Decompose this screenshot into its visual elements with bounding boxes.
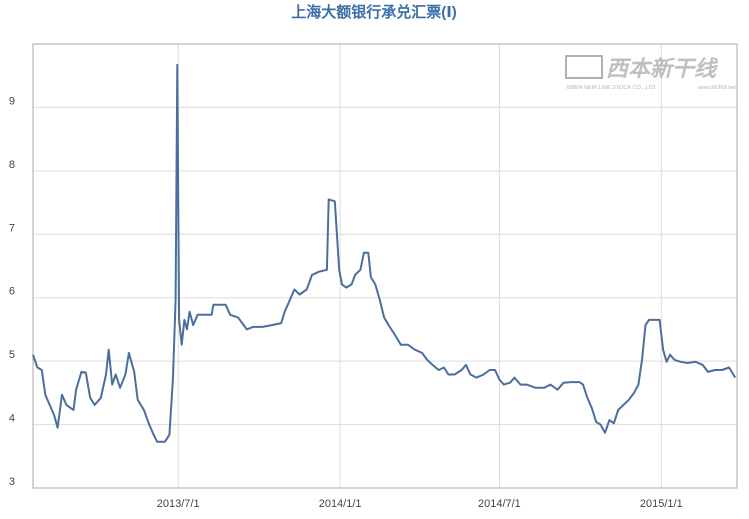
y-tick-label: 9 bbox=[9, 95, 15, 107]
plot-frame bbox=[32, 43, 738, 489]
watermark: 西本新干线 XIBEN NEW LINE STOCK CO., LTD. www… bbox=[565, 55, 736, 91]
watermark-url: www.96369.net bbox=[698, 85, 736, 91]
x-tick-label: 2013/7/1 bbox=[157, 498, 200, 510]
y-tick-label: 5 bbox=[9, 349, 15, 361]
x-tick-label: 2015/1/1 bbox=[640, 498, 683, 510]
x-tick-label: 2014/7/1 bbox=[478, 498, 521, 510]
watermark-company: XIBEN NEW LINE STOCK CO., LTD. bbox=[565, 85, 657, 91]
y-tick-label: 6 bbox=[9, 286, 15, 298]
y-tick-label: 3 bbox=[9, 476, 15, 488]
watermark-brand: 西本新干线 bbox=[606, 56, 719, 81]
x-tick-label: 2014/1/1 bbox=[319, 498, 362, 510]
watermark-logo bbox=[565, 55, 603, 79]
y-tick-label: 8 bbox=[9, 159, 15, 171]
y-tick-label: 4 bbox=[9, 413, 15, 425]
y-tick-label: 7 bbox=[9, 222, 15, 234]
series-line bbox=[32, 63, 737, 443]
chart-title: 上海大额银行承兑汇票(Ⅰ) bbox=[291, 3, 457, 21]
